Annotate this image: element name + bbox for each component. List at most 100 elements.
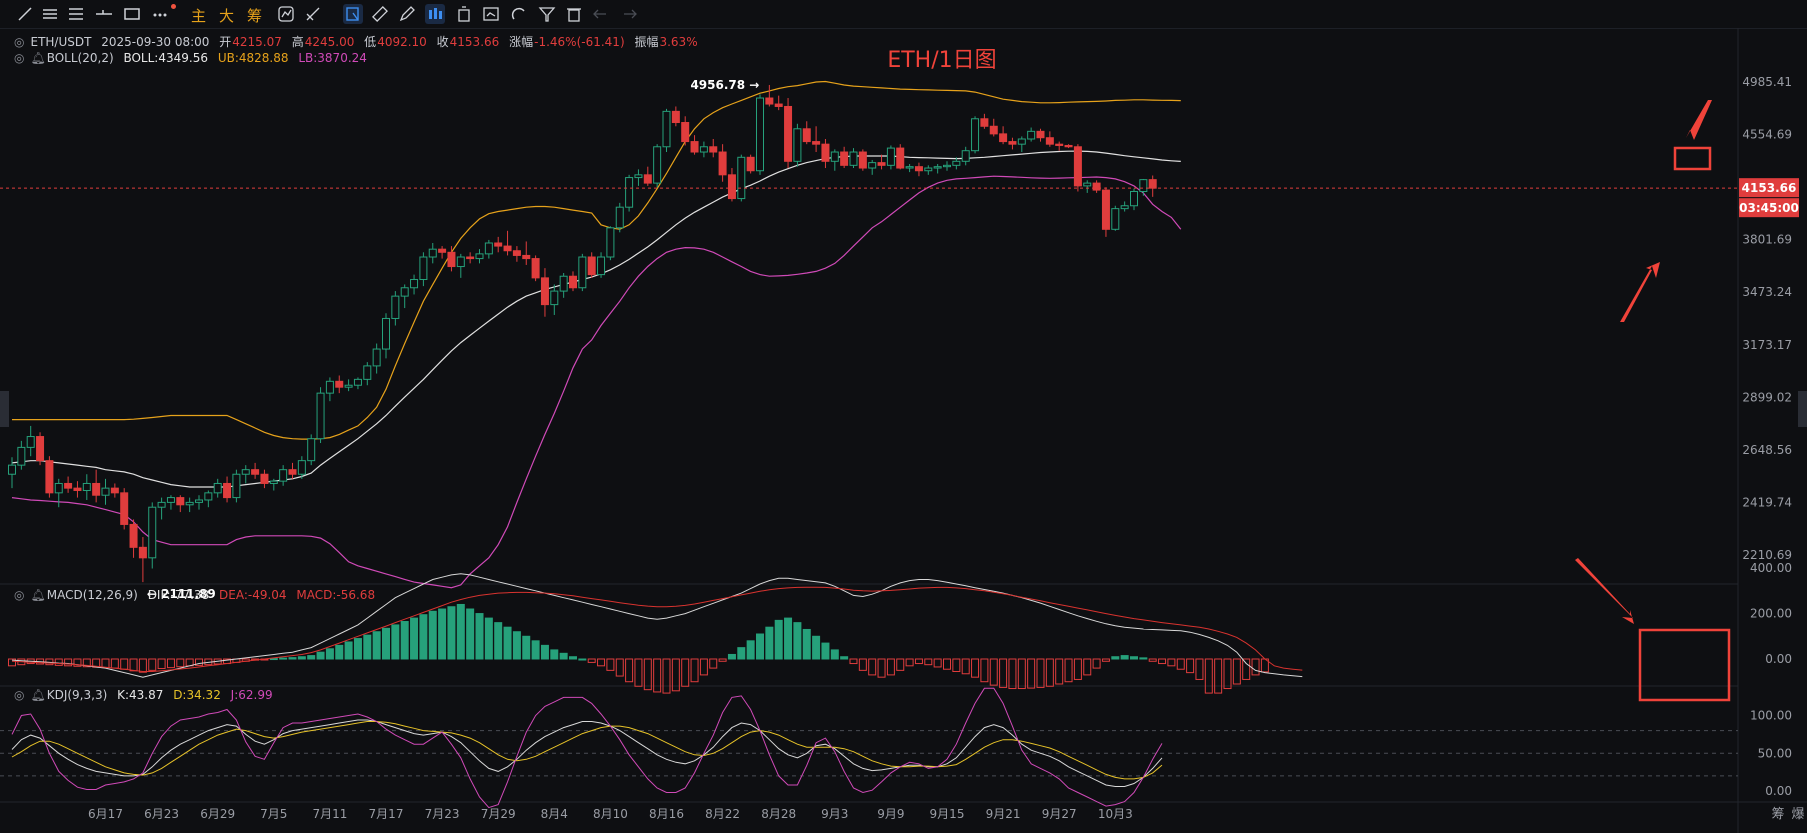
candle-body [989, 125, 998, 135]
hline-tool-icon[interactable] [40, 4, 60, 24]
macd-name[interactable]: MACD(12,26,9) [46, 588, 138, 602]
candle-body [148, 506, 157, 559]
macd-histogram-bar [157, 658, 166, 670]
macd-histogram-bar [269, 658, 278, 661]
macd-histogram-bar [830, 649, 839, 660]
eye-icon[interactable]: ◎ [14, 688, 25, 702]
candle-body [484, 242, 493, 255]
candle [971, 116, 980, 154]
candle-body [503, 245, 512, 252]
undo-icon[interactable] [591, 4, 611, 24]
candle [54, 478, 63, 508]
trash-icon[interactable] [564, 4, 584, 24]
candle [138, 537, 147, 583]
macd-histogram-bar [288, 657, 297, 660]
candle [17, 440, 26, 470]
note-icon[interactable] [481, 4, 501, 24]
candle [1045, 131, 1054, 147]
filter-icon[interactable] [537, 4, 557, 24]
redo-icon[interactable] [619, 4, 639, 24]
eye-icon[interactable]: ◎ [14, 35, 25, 49]
candle-body [1064, 144, 1073, 148]
macd-histogram-bar [1223, 658, 1232, 690]
candle [1120, 201, 1129, 212]
macd-histogram-bar [110, 658, 119, 669]
candle-body [82, 482, 91, 491]
candle [634, 169, 643, 186]
boll-name[interactable]: BOLL(20,2) [46, 51, 114, 65]
big-toggle[interactable]: 大 [219, 7, 235, 25]
candle-body [176, 497, 185, 506]
candle-body [353, 378, 362, 386]
parallel-tool-icon[interactable] [66, 4, 86, 24]
candle-body [36, 436, 45, 462]
candle-body [662, 110, 671, 148]
candle-type-icon[interactable] [425, 4, 445, 24]
candle-body [410, 279, 419, 289]
macd-histogram-bar [400, 621, 409, 660]
macd-histogram-bar [821, 642, 830, 660]
macd-histogram-bar [297, 656, 306, 660]
candle [559, 272, 568, 298]
candle [213, 478, 222, 498]
kdj-info-line: ◎ 🔔︎KDJ(9,3,3) K:43.87 D:34.32 J:62.99 [14, 688, 279, 702]
macd-histogram-bar [999, 658, 1008, 688]
candle-body [1092, 182, 1101, 191]
main-chart-toggle[interactable]: 主 [191, 7, 207, 25]
candle [522, 241, 531, 265]
macd-histogram-bar [1083, 658, 1092, 676]
candle [372, 343, 381, 374]
macd-histogram-bar [73, 658, 82, 667]
macd-histogram-bar [279, 657, 288, 660]
bell-icon[interactable]: 🔔︎ [30, 51, 46, 65]
ohlc-info-line: ◎ ETH/USDT 2025-09-30 08:00 开4215.07 高424… [14, 33, 704, 50]
left-panel-handle[interactable] [0, 391, 9, 427]
kdj-name[interactable]: KDJ(9,3,3) [46, 688, 108, 702]
candle-body [812, 141, 821, 145]
candle [344, 379, 353, 392]
candle-body [943, 164, 951, 168]
candle [914, 162, 923, 177]
candle-body [512, 250, 521, 256]
candle-body [793, 128, 802, 162]
candle-body [204, 492, 213, 501]
measure-icon[interactable] [303, 4, 323, 24]
more-tools-icon[interactable] [150, 4, 170, 24]
macd-histogram-bar [1195, 658, 1204, 680]
cursor-select-icon[interactable] [343, 4, 363, 24]
candle-body [120, 492, 129, 525]
change-label: 涨幅 [509, 35, 534, 49]
candle [961, 146, 970, 166]
magnet-icon[interactable] [509, 4, 529, 24]
macd-histogram-bar [101, 658, 110, 669]
bell-icon[interactable]: 🔔︎ [30, 588, 46, 602]
macd-histogram-bar [120, 658, 129, 670]
candle [1148, 175, 1157, 197]
macd-histogram-bar [980, 658, 989, 683]
eye-icon[interactable]: ◎ [14, 51, 25, 65]
boll-ub-value: UB:4828.88 [217, 51, 289, 65]
time-axis-tick: 6月23 [144, 807, 179, 821]
pen-icon[interactable] [397, 4, 417, 24]
ray-tool-icon[interactable] [94, 4, 114, 24]
right-panel-handle[interactable] [1798, 391, 1807, 427]
line-tool-icon[interactable] [15, 4, 35, 24]
candle [1111, 205, 1120, 231]
macd-histogram-bar [578, 658, 587, 661]
rect-tool-icon[interactable] [122, 4, 142, 24]
low-marker: ← 2111.89 [147, 587, 216, 601]
eye-icon[interactable]: ◎ [14, 588, 25, 602]
chips-toggle[interactable]: 筹 [247, 7, 263, 25]
macd-histogram-bar [484, 617, 493, 660]
layer-icon[interactable] [454, 4, 474, 24]
time-axis-tick: 8月22 [705, 807, 740, 821]
ruler-icon[interactable] [370, 4, 390, 24]
candle-body [1083, 182, 1092, 187]
candle-body [653, 146, 662, 184]
bell-icon[interactable]: 🔔︎ [30, 688, 46, 702]
candle [905, 163, 914, 173]
macd-histogram-bar [316, 651, 325, 660]
indicator-icon[interactable] [276, 4, 296, 24]
candle [550, 284, 559, 315]
